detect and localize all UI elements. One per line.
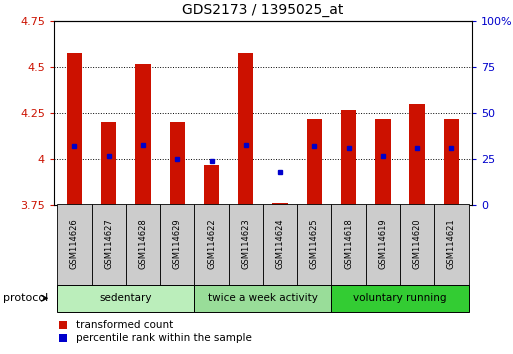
Bar: [101, 122, 116, 205]
Text: voluntary running: voluntary running: [353, 293, 447, 303]
Bar: [341, 110, 357, 205]
Bar: [272, 204, 288, 205]
Text: GSM114618: GSM114618: [344, 218, 353, 269]
Text: GSM114623: GSM114623: [241, 218, 250, 269]
Bar: [297, 204, 331, 287]
Bar: [307, 119, 322, 205]
Bar: [331, 204, 366, 287]
Bar: [375, 119, 390, 205]
Text: GSM114620: GSM114620: [412, 218, 422, 269]
Bar: [57, 204, 91, 287]
Bar: [67, 52, 82, 205]
Bar: [400, 204, 435, 287]
Bar: [263, 204, 297, 287]
Text: GSM114627: GSM114627: [104, 218, 113, 269]
Bar: [435, 204, 468, 287]
Bar: [194, 204, 229, 287]
Title: GDS2173 / 1395025_at: GDS2173 / 1395025_at: [182, 4, 344, 17]
Bar: [229, 204, 263, 287]
Bar: [331, 285, 468, 312]
Text: twice a week activity: twice a week activity: [208, 293, 318, 303]
Text: GSM114621: GSM114621: [447, 218, 456, 269]
Bar: [135, 64, 151, 205]
Bar: [126, 204, 160, 287]
Text: sedentary: sedentary: [100, 293, 152, 303]
Text: GSM114628: GSM114628: [139, 218, 147, 269]
Bar: [238, 52, 253, 205]
Bar: [366, 204, 400, 287]
Text: GSM114622: GSM114622: [207, 218, 216, 269]
Bar: [194, 285, 331, 312]
Legend: transformed count, percentile rank within the sample: transformed count, percentile rank withi…: [59, 320, 251, 343]
Text: GSM114629: GSM114629: [173, 218, 182, 269]
Text: protocol: protocol: [3, 293, 48, 303]
Text: GSM114626: GSM114626: [70, 218, 79, 269]
Text: GSM114624: GSM114624: [275, 218, 285, 269]
Bar: [169, 122, 185, 205]
Bar: [409, 104, 425, 205]
Bar: [160, 204, 194, 287]
Text: GSM114619: GSM114619: [379, 218, 387, 269]
Bar: [444, 119, 459, 205]
Bar: [204, 165, 219, 205]
Text: GSM114625: GSM114625: [310, 218, 319, 269]
Bar: [57, 285, 194, 312]
Bar: [91, 204, 126, 287]
